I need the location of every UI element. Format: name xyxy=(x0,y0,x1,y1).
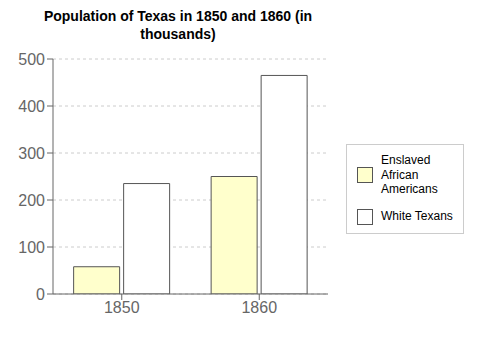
html-text:Population of Texas in 1850 an: Population of Texas in 1850 and 1860 (in… xyxy=(43,8,313,42)
svg-text:0: 0 xyxy=(36,286,45,303)
svg-text:400: 400 xyxy=(18,98,45,115)
html-text:Enslaved African Americans: Enslaved African Americans xyxy=(381,153,438,197)
svg-text:300: 300 xyxy=(18,145,45,162)
svg-text:500: 500 xyxy=(18,51,45,68)
svg-text:1850: 1850 xyxy=(104,299,140,316)
svg-text:100: 100 xyxy=(18,239,45,256)
html-text:White Texans: White Texans xyxy=(381,209,453,224)
svg-text:1860: 1860 xyxy=(241,299,277,316)
svg-text:200: 200 xyxy=(18,192,45,209)
